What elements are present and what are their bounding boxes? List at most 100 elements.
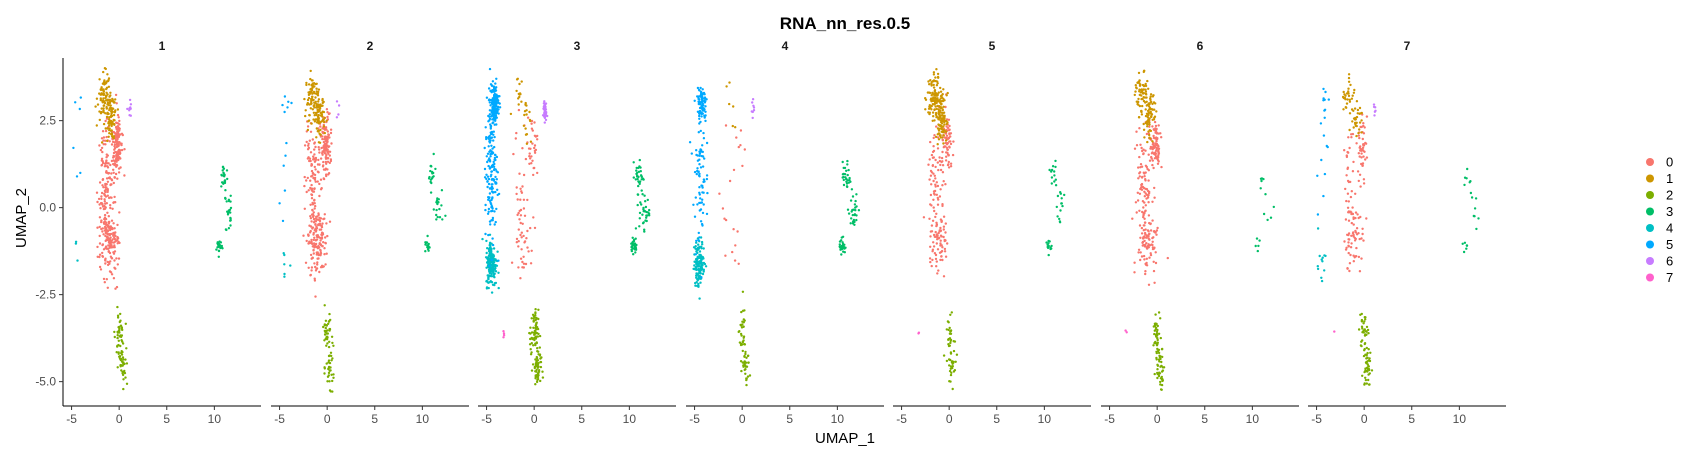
scatter-point: [492, 160, 495, 164]
scatter-point: [281, 219, 285, 223]
scatter-point: [104, 195, 108, 198]
scatter-point: [101, 202, 104, 206]
scatter-point: [319, 266, 323, 269]
scatter-point: [515, 89, 518, 93]
scatter-point: [109, 91, 112, 95]
scatter-point: [1147, 192, 1151, 195]
scatter-point: [530, 127, 534, 130]
scatter-point: [316, 215, 319, 218]
scatter-point: [529, 353, 533, 356]
scatter-point: [102, 97, 105, 100]
scatter-point: [949, 338, 953, 342]
scatter-point: [724, 218, 728, 222]
scatter-point: [102, 139, 105, 142]
scatter-point: [928, 178, 931, 181]
scatter-point: [490, 254, 493, 258]
scatter-point: [694, 266, 697, 269]
scatter-point: [116, 113, 120, 117]
scatter-point: [704, 110, 707, 114]
scatter-point: [119, 344, 122, 348]
scatter-point: [1354, 229, 1357, 233]
scatter-point: [632, 176, 635, 179]
scatter-point: [1138, 224, 1142, 227]
scatter-point: [103, 229, 107, 232]
scatter-point: [692, 246, 696, 249]
scatter-point: [1364, 378, 1368, 382]
scatter-point: [119, 157, 122, 160]
scatter-point: [311, 190, 315, 193]
scatter-point: [106, 102, 110, 106]
scatter-point: [1361, 162, 1365, 165]
scatter-point: [944, 255, 948, 258]
scatter-point: [497, 271, 500, 274]
scatter-point: [281, 103, 284, 107]
scatter-point: [1137, 166, 1140, 169]
scatter-point: [1147, 234, 1150, 238]
scatter-point: [1343, 93, 1346, 96]
scatter-point: [117, 339, 121, 342]
scatter-point: [1149, 222, 1152, 225]
scatter-point: [1358, 112, 1361, 116]
scatter-point: [113, 176, 116, 179]
x-tick-label: 5: [163, 412, 170, 426]
scatter-point: [308, 113, 311, 117]
scatter-point: [98, 255, 101, 259]
scatter-point: [1155, 110, 1158, 113]
scatter-point: [700, 222, 704, 226]
scatter-point: [494, 158, 497, 162]
x-tick-label: 0: [116, 412, 123, 426]
scatter-point: [944, 159, 948, 162]
scatter-point: [1152, 166, 1155, 170]
scatter-point: [1361, 146, 1365, 149]
scatter-point: [113, 259, 116, 262]
scatter-point: [937, 117, 940, 120]
scatter-point: [1362, 331, 1365, 334]
scatter-point: [520, 231, 523, 234]
scatter-point: [936, 98, 939, 102]
scatter-point: [1262, 177, 1265, 181]
scatter-point: [311, 209, 314, 212]
scatter-point: [521, 222, 524, 225]
scatter-point: [1360, 257, 1363, 260]
scatter-point: [326, 342, 329, 345]
scatter-point: [947, 166, 951, 169]
scatter-point: [522, 234, 525, 238]
scatter-point: [100, 137, 104, 140]
scatter-point: [325, 252, 328, 255]
scatter-point: [539, 357, 542, 360]
scatter-point: [933, 102, 936, 106]
scatter-point: [108, 233, 112, 237]
scatter-point: [229, 200, 232, 203]
scatter-point: [537, 369, 541, 372]
scatter-point: [1063, 193, 1066, 197]
scatter-point: [278, 202, 281, 205]
scatter-point: [218, 243, 221, 247]
scatter-point: [1152, 344, 1155, 347]
scatter-point: [116, 125, 120, 128]
scatter-point: [529, 226, 532, 230]
scatter-point: [1159, 336, 1163, 340]
scatter-point: [1364, 376, 1367, 379]
scatter-point: [951, 387, 954, 391]
scatter-point: [492, 139, 495, 142]
scatter-point: [106, 127, 109, 130]
scatter-point: [938, 115, 941, 118]
scatter-point: [1145, 188, 1149, 191]
scatter-point: [939, 90, 943, 93]
scatter-point: [1144, 243, 1147, 247]
scatter-point: [104, 223, 107, 226]
scatter-point: [931, 258, 934, 262]
scatter-point: [1058, 217, 1061, 221]
scatter-point: [309, 215, 312, 218]
scatter-point: [932, 115, 935, 118]
scatter-point: [491, 183, 494, 186]
scatter-point: [118, 152, 121, 155]
scatter-point: [125, 347, 128, 350]
scatter-point: [116, 316, 120, 319]
scatter-point: [698, 163, 701, 166]
scatter-point: [936, 248, 940, 251]
scatter-point: [930, 84, 933, 87]
scatter-point: [313, 236, 316, 239]
scatter-point: [1372, 103, 1376, 106]
scatter-point: [699, 281, 702, 284]
